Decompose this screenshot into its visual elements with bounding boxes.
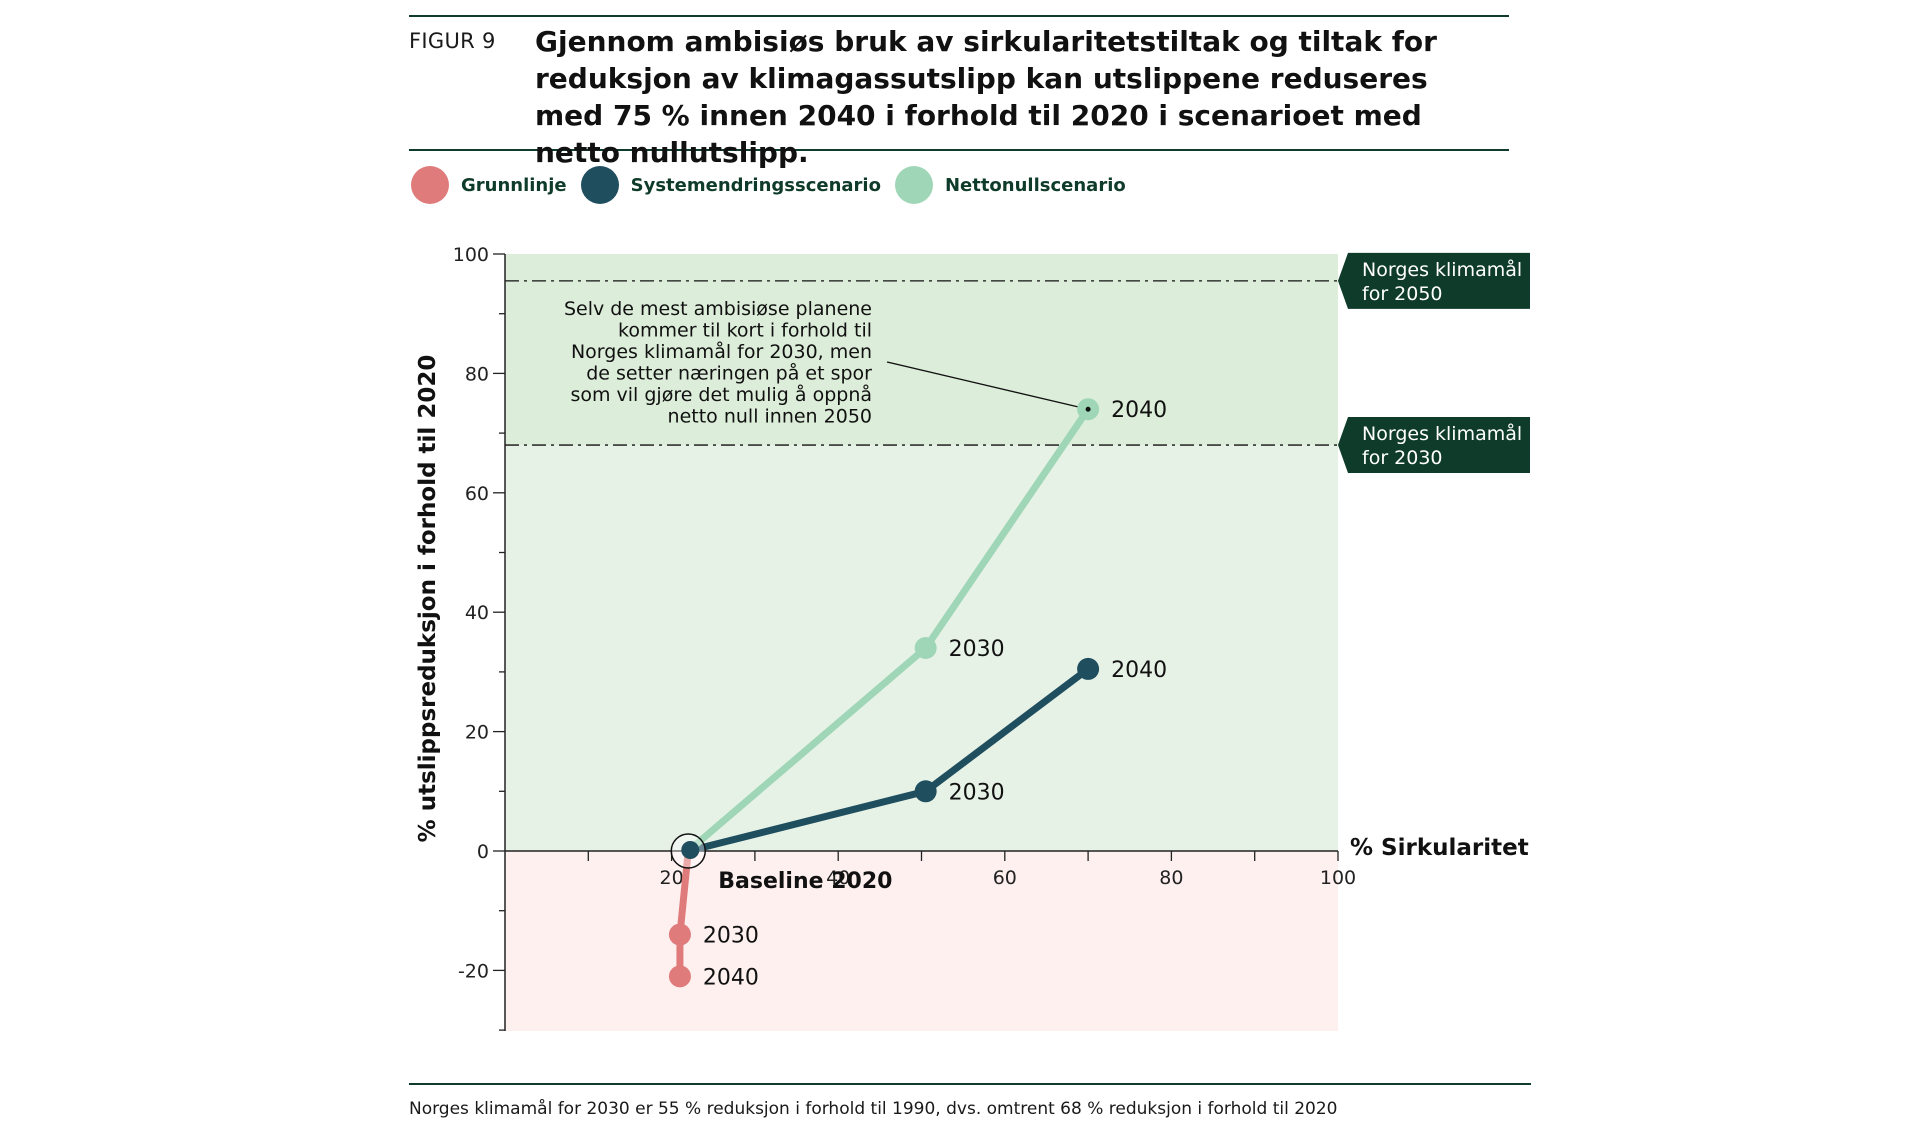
y-tick-label-20: 20 [465,722,489,744]
legend-label-nettonull: Nettonullscenario [944,174,1126,196]
chart-legend: Grunnlinje Systemendringsscenario Netton… [411,165,1140,205]
series-1-point-1 [914,780,937,803]
annotation-line-3: de setter næringen på et spor [586,362,872,385]
annotation-leader [886,361,1089,410]
y-tick-label-0: 0 [477,841,489,863]
target-label-0-line-0: Norges klimamål [1362,258,1522,281]
target-label-1-line-1: for 2030 [1362,447,1443,469]
x-tick-label-40: 40 [826,867,850,889]
baseline-point [681,841,700,859]
legend-item-grunnlinje: Grunnlinje [411,166,567,204]
series-1-point-label-2: 2040 [1111,658,1167,683]
series-2-point-1 [914,637,937,660]
series-1-point-label-1: 2030 [949,780,1005,805]
negative-band [505,851,1338,1031]
baseline-label: Baseline 2020 [718,869,892,894]
annotation-line-2: Norges klimamål for 2030, men [571,340,872,363]
figure-header: FIGUR 9 Gjennom ambisiøs bruk av sirkula… [409,15,1509,169]
y-tick-label-80: 80 [465,363,489,385]
target-label-1-line-0: Norges klimamål [1362,422,1522,445]
legend-item-systemendring: Systemendringsscenario [580,166,881,204]
figure-number: FIGUR 9 [409,29,496,53]
legend-item-nettonull: Nettonullscenario [894,166,1126,204]
target-band [505,254,1338,446]
target-label-box-1 [1338,417,1530,474]
annotation-line-5: netto null innen 2050 [668,406,872,428]
legend-label-grunnlinje: Grunnlinje [461,174,567,196]
annotation-line-4: som vil gjøre det mulig å oppnå [570,383,872,406]
x-tick-label-60: 60 [993,867,1017,889]
legend-swatch-systemendring [580,166,619,204]
annotation-line-0: Selv de mest ambisiøse planene [564,298,872,320]
series-0-point-label-1: 2030 [703,924,759,949]
figure-footnote: Norges klimamål for 2030 er 55 % reduksj… [409,1083,1531,1119]
y-tick-label-100: 100 [453,244,489,266]
series-1-point-2 [1077,657,1100,680]
figure-title: Gjennom ambisiøs bruk av sirkularitetsti… [535,25,1437,169]
legend-swatch-grunnlinje [411,166,449,204]
annotation-point [1085,406,1091,412]
y-tick-label-60: 60 [465,483,489,505]
y-axis-label: % utslippsreduksjon i forhold til 2020 [415,355,441,843]
x-axis-label: % Sirkularitet [1350,835,1529,861]
legend-label-systemendring: Systemendringsscenario [630,174,881,196]
x-tick-label-100: 100 [1320,867,1356,889]
series-0-point-1 [668,923,691,946]
annotation-line-1: kommer til kort i forhold til [618,320,872,342]
series-2-point-label-1: 2030 [949,637,1005,662]
target-label-box-0 [1338,252,1530,309]
series-0-point-2 [668,965,691,988]
x-tick-label-20: 20 [660,867,684,889]
target-label-0-line-1: for 2050 [1362,283,1443,305]
legend-swatch-nettonull [894,166,933,204]
y-tick-label-40: 40 [465,602,489,624]
series-0-point-label-2: 2040 [703,965,759,990]
y-tick-label--20: -20 [458,960,489,982]
series-2-point-label-2: 2040 [1111,398,1167,423]
x-tick-label-80: 80 [1159,867,1183,889]
